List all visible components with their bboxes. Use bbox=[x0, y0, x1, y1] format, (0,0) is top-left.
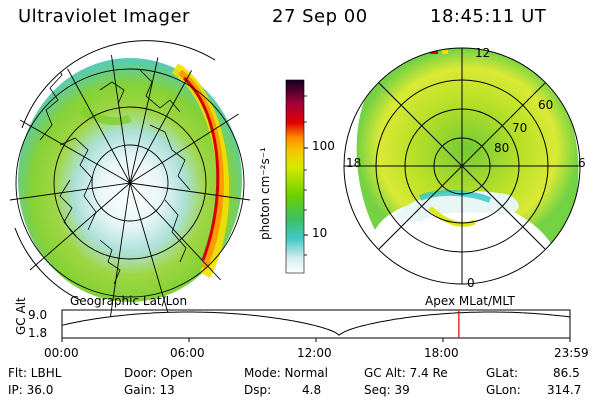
info-gc-alt: GC Alt: 7.4 Re bbox=[364, 366, 448, 380]
lat-grid bbox=[15, 68, 245, 298]
time-tick-1800: 18:00 bbox=[424, 346, 459, 360]
timeline-ylabel: GC Alt bbox=[14, 297, 28, 335]
mlt-label-6: 6 bbox=[578, 156, 586, 170]
colorbar-label: photon cm⁻²s⁻¹ bbox=[258, 147, 272, 240]
info-ip: IP: 36.0 bbox=[8, 383, 54, 397]
lat-label-70: 70 bbox=[512, 121, 528, 135]
time-label: 18:45:11 UT bbox=[430, 6, 547, 27]
time-tick-0600: 06:00 bbox=[170, 346, 205, 360]
lat-label-60: 60 bbox=[538, 98, 554, 112]
time-tick-0000: 00:00 bbox=[44, 346, 79, 360]
left-panel-caption: Geographic Lat/Lon bbox=[70, 294, 188, 308]
orbit-altitude-curve bbox=[61, 311, 571, 336]
mlt-label-18: 18 bbox=[346, 156, 362, 170]
mlt-label-0: 0 bbox=[467, 276, 475, 290]
right-aurora-oval bbox=[356, 48, 579, 251]
info-glat-label: GLat: bbox=[486, 366, 519, 380]
polar-image bbox=[343, 47, 581, 285]
colorbar-tick-100: 100 bbox=[312, 139, 335, 153]
lat-label-80: 80 bbox=[494, 141, 510, 155]
info-door: Door: Open bbox=[124, 366, 193, 380]
geographic-image bbox=[9, 40, 251, 318]
timeline-plot bbox=[61, 309, 571, 342]
timeline-y-bottom: 1.8 bbox=[28, 326, 48, 340]
info-dsp-value: 4.8 bbox=[302, 383, 322, 397]
timeline-y-top: 9.0 bbox=[28, 308, 48, 322]
info-glat-value: 86.5 bbox=[553, 366, 580, 380]
colorbar-tick-10: 10 bbox=[312, 226, 328, 240]
right-panel-caption: Apex MLat/MLT bbox=[425, 294, 515, 308]
app-title: Ultraviolet Imager bbox=[18, 6, 190, 27]
time-tick-2359: 23:59 bbox=[554, 346, 589, 360]
colorbar bbox=[285, 79, 308, 274]
info-glon-label: GLon: bbox=[486, 383, 521, 397]
date-label: 27 Sep 00 bbox=[272, 6, 368, 27]
info-gain: Gain: 13 bbox=[124, 383, 175, 397]
info-glon-value: 314.7 bbox=[547, 383, 582, 397]
info-mode: Mode: Normal bbox=[244, 366, 328, 380]
info-dsp-label: Dsp: bbox=[244, 383, 272, 397]
polar-grid bbox=[343, 47, 581, 285]
time-tick-1200: 12:00 bbox=[297, 346, 332, 360]
lon-grid bbox=[9, 54, 251, 318]
info-seq: Seq: 39 bbox=[364, 383, 410, 397]
info-filter: Flt: LBHL bbox=[8, 366, 62, 380]
mlt-label-12: 12 bbox=[475, 46, 491, 60]
